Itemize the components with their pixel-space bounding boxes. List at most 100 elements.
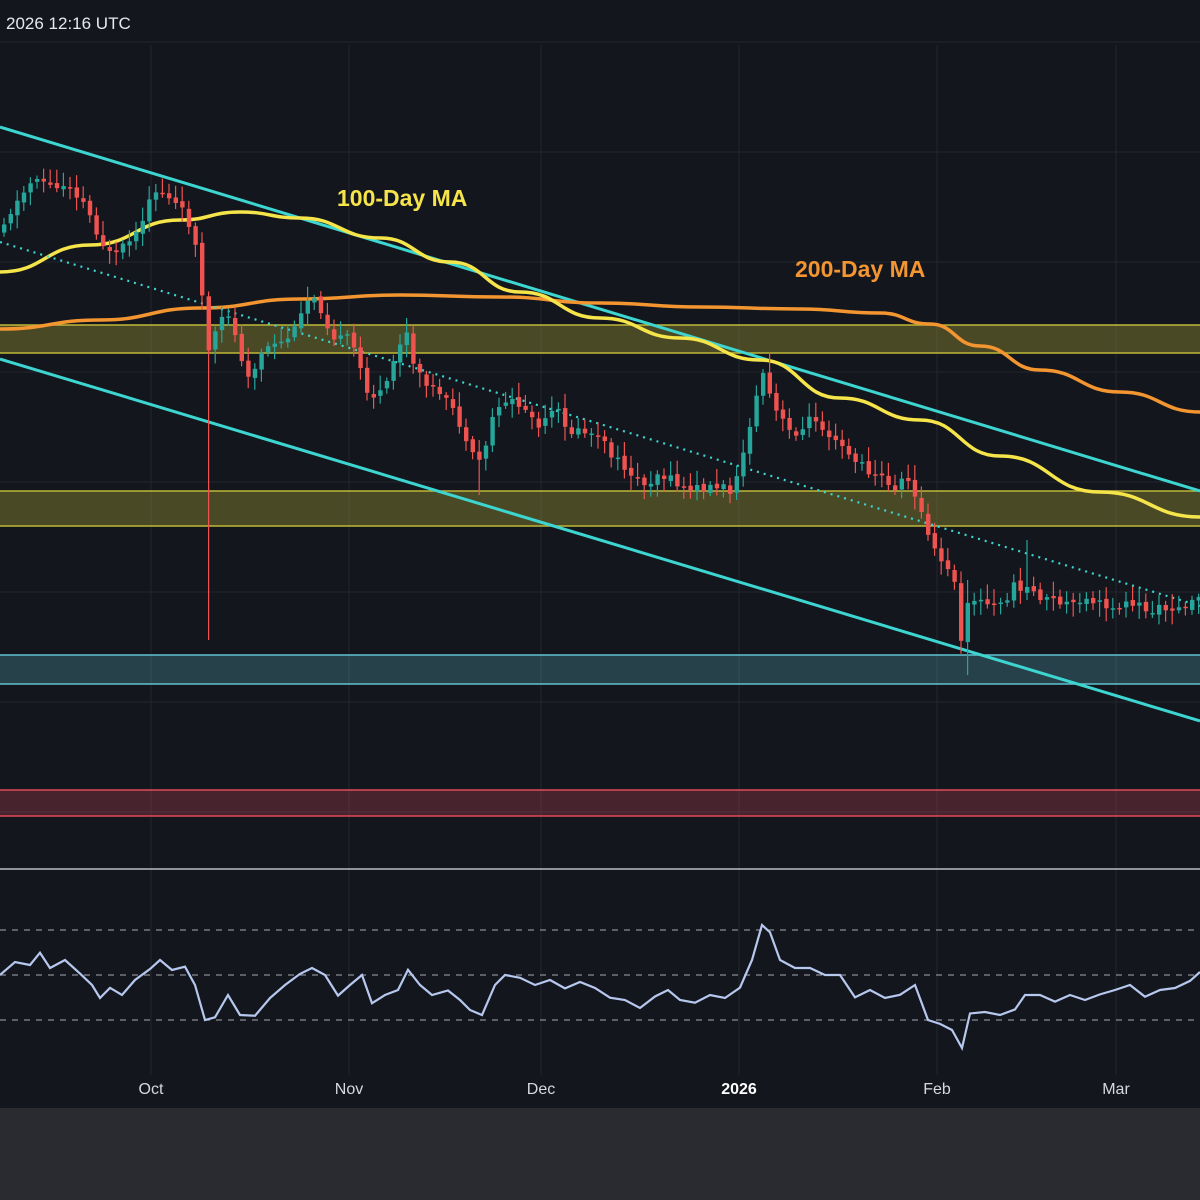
candle-body <box>813 417 819 422</box>
candle-body <box>1183 606 1188 609</box>
candle-body <box>1064 601 1069 605</box>
candle-body <box>780 409 786 419</box>
x-tick-label: 2026 <box>721 1081 757 1098</box>
x-tick-label: Feb <box>923 1081 951 1098</box>
rsi-levels <box>0 929 1200 1021</box>
rsi-line <box>0 922 1200 1052</box>
candle-body <box>252 368 258 378</box>
candle-body <box>173 197 178 204</box>
candle-body <box>68 187 73 189</box>
candle-body <box>213 331 218 350</box>
candle-body <box>668 475 673 481</box>
candle-body <box>800 429 805 435</box>
candle-body <box>972 600 977 605</box>
candle-body <box>398 344 403 363</box>
candle-body <box>450 399 456 408</box>
candle-body <box>1018 580 1023 591</box>
candle-body <box>147 199 152 222</box>
candle-body <box>266 346 271 353</box>
candle-body <box>523 405 528 410</box>
candle-body <box>952 570 957 582</box>
candle-body <box>774 392 779 411</box>
candle-body <box>767 372 772 394</box>
candle-body <box>582 428 588 434</box>
candle-body <box>1011 582 1017 601</box>
candle-body <box>48 182 53 185</box>
ma-200-label: 200-Day MA <box>795 256 925 282</box>
candle-body <box>899 478 904 490</box>
candle-body <box>490 416 495 446</box>
candle-body <box>787 417 792 430</box>
candle-body <box>853 453 858 462</box>
candle-body <box>873 474 878 476</box>
candle-body <box>114 250 119 253</box>
candle-body <box>866 461 871 475</box>
candle-body <box>15 200 20 216</box>
candle-body <box>1044 597 1050 600</box>
candle-body <box>879 473 885 476</box>
candle-body <box>246 360 251 377</box>
candle-body <box>893 485 898 491</box>
candle-body <box>391 360 396 381</box>
candle-body <box>1058 596 1063 605</box>
candle-body <box>721 484 726 490</box>
candle-body <box>609 442 614 458</box>
candle-body <box>926 513 931 535</box>
candle-body <box>1124 601 1129 608</box>
candle-body <box>1157 604 1162 615</box>
candle-body <box>127 241 132 246</box>
candle-body <box>622 455 627 470</box>
candle-body <box>596 435 601 437</box>
candle-body <box>54 183 60 189</box>
candle-body <box>345 334 350 336</box>
candle-body <box>549 410 555 418</box>
candle-body <box>992 603 997 606</box>
candle-body <box>28 183 33 193</box>
candle-body <box>431 385 436 387</box>
candle-body <box>358 347 363 368</box>
candle-body <box>754 395 759 427</box>
candle-body <box>351 332 357 348</box>
candle-body <box>457 406 462 427</box>
x-tick-label: Mar <box>1102 1081 1130 1098</box>
candle-body <box>371 394 376 398</box>
candle-body <box>945 560 951 570</box>
candle-body <box>470 439 475 453</box>
candle-body <box>1143 601 1149 612</box>
zone <box>0 789 1200 817</box>
candle-body <box>1025 586 1030 593</box>
candle-body <box>107 247 112 251</box>
candle-body <box>1038 589 1043 601</box>
candle-body <box>563 408 568 427</box>
candle-body <box>180 201 185 208</box>
candle-body <box>279 341 284 344</box>
grid <box>0 41 1200 1075</box>
candle-body <box>833 435 838 441</box>
candle-body <box>1091 598 1096 604</box>
candle-body <box>233 317 238 336</box>
candle-body <box>642 477 647 486</box>
candle-body <box>820 421 825 430</box>
candle-body <box>701 483 706 492</box>
candle-body <box>35 179 40 182</box>
candle-body <box>325 314 330 329</box>
candle-body <box>840 439 845 447</box>
candle-body <box>576 428 581 435</box>
zones <box>0 324 1200 817</box>
candle-body <box>747 426 753 454</box>
candle-body <box>648 483 654 487</box>
candle-body <box>860 462 865 464</box>
timestamp: 2026 12:16 UTC <box>6 14 131 33</box>
candle-body <box>827 430 832 438</box>
candle-body <box>437 386 442 395</box>
candle-body <box>516 397 522 407</box>
candle-body <box>312 298 317 303</box>
candle-body <box>556 408 561 411</box>
candle-body <box>318 296 324 314</box>
candle-body <box>41 178 46 182</box>
candle-body <box>305 300 310 314</box>
candle-body <box>292 326 297 338</box>
candle-body <box>365 367 370 393</box>
channel-upper <box>0 125 1200 493</box>
